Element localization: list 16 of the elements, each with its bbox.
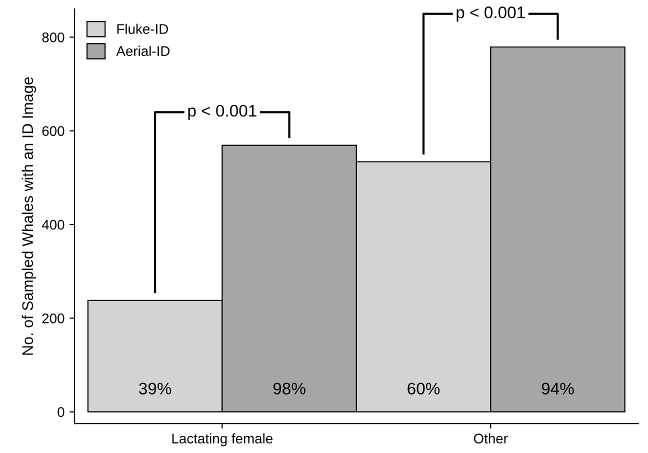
annotation: p < 0.001 (188, 104, 256, 120)
annotation: 98% (273, 382, 306, 394)
y-tick-label: 400 (42, 220, 64, 230)
y-axis-title: No. of Sampled Whales with an ID Image (22, 77, 36, 355)
x-tick-label: Lactating female (172, 433, 273, 446)
y-tick-label: 800 (42, 32, 64, 42)
x-tick-label: Other (474, 433, 508, 444)
annotation: p < 0.001 (456, 6, 525, 22)
y-tick-label: 600 (42, 126, 64, 136)
y-tick-label: 200 (42, 314, 64, 324)
annotation: 39% (139, 382, 172, 394)
annotation: 94% (542, 382, 574, 394)
annotation: 60% (408, 382, 440, 394)
legend-label: Aerial-ID (116, 46, 170, 56)
y-tick-label: 0 (58, 407, 64, 418)
legend-label: Fluke-ID (117, 24, 168, 34)
